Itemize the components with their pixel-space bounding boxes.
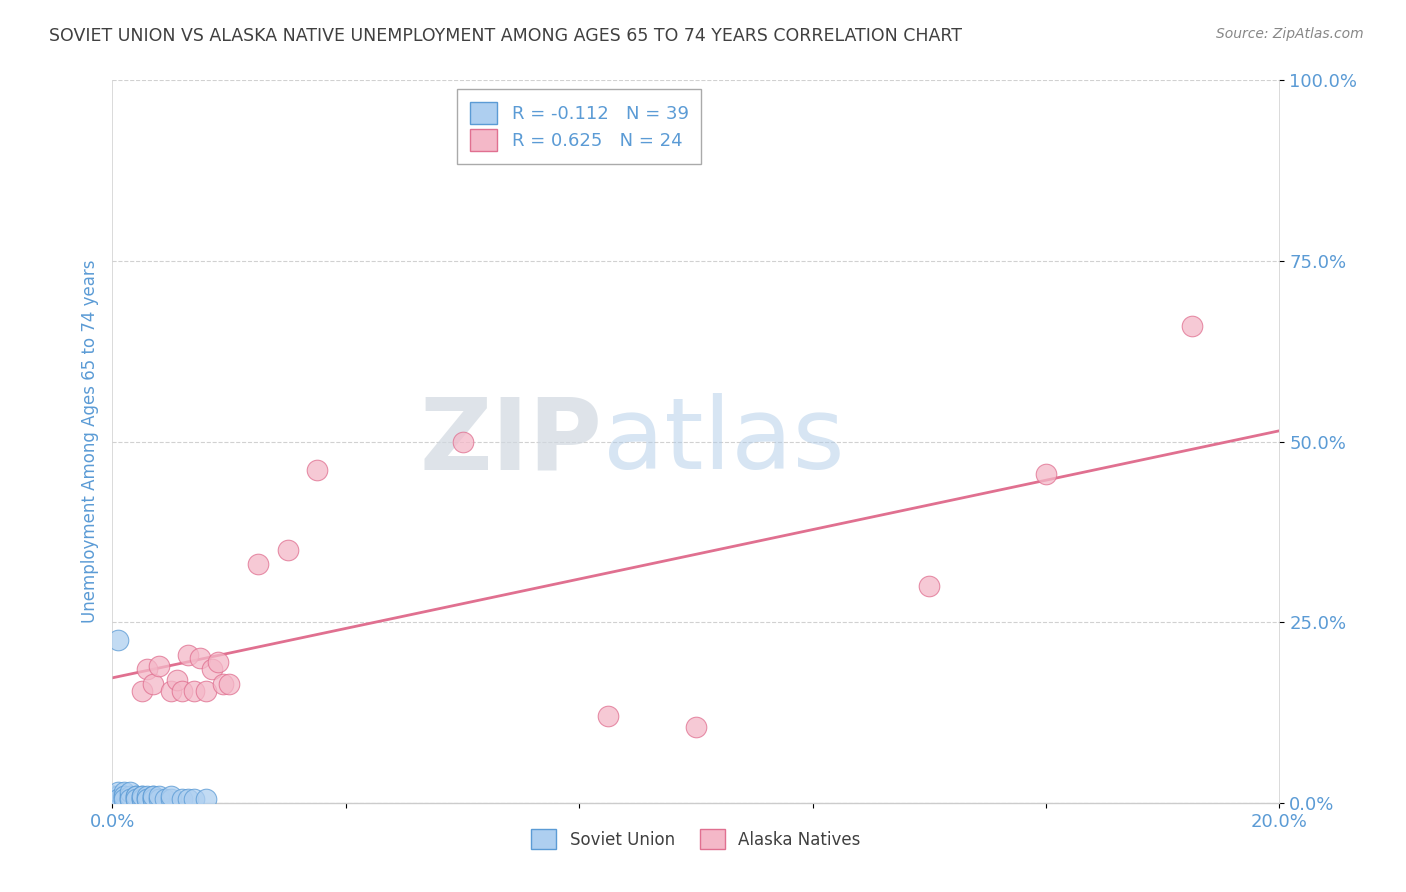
Point	[1181, 318, 1204, 333]
Text: Source: ZipAtlas.com: Source: ZipAtlas.com	[1216, 27, 1364, 41]
Point	[112, 792, 135, 806]
Point	[136, 789, 159, 803]
Point	[1035, 467, 1057, 481]
Text: atlas: atlas	[603, 393, 844, 490]
Point	[118, 785, 141, 799]
Point	[142, 792, 165, 806]
Point	[118, 792, 141, 806]
Point	[112, 792, 135, 806]
Point	[125, 789, 148, 803]
Point	[131, 792, 153, 806]
Point	[153, 792, 176, 806]
Point	[136, 792, 159, 806]
Point	[112, 789, 135, 803]
Point	[136, 792, 159, 806]
Point	[172, 792, 194, 806]
Point	[148, 792, 170, 806]
Point	[172, 683, 194, 698]
Point	[305, 463, 328, 477]
Point	[112, 789, 135, 803]
Point	[107, 633, 129, 648]
Point	[125, 792, 148, 806]
Point	[107, 785, 129, 799]
Point	[201, 662, 224, 676]
Point	[131, 792, 153, 806]
Point	[451, 434, 474, 449]
Point	[107, 796, 129, 810]
Point	[207, 655, 229, 669]
Point	[131, 789, 153, 803]
Point	[183, 792, 205, 806]
Point	[160, 789, 183, 803]
Point	[247, 558, 270, 572]
Point	[142, 789, 165, 803]
Point	[177, 792, 200, 806]
Point	[142, 676, 165, 690]
Point	[136, 662, 159, 676]
Point	[112, 785, 135, 799]
Text: ZIP: ZIP	[420, 393, 603, 490]
Y-axis label: Unemployment Among Ages 65 to 74 years: Unemployment Among Ages 65 to 74 years	[80, 260, 98, 624]
Point	[218, 676, 240, 690]
Point	[183, 683, 205, 698]
Point	[142, 789, 165, 803]
Point	[131, 789, 153, 803]
Point	[177, 648, 200, 662]
Point	[148, 789, 170, 803]
Point	[118, 789, 141, 803]
Point	[188, 651, 211, 665]
Point	[107, 792, 129, 806]
Point	[276, 542, 298, 557]
Point	[160, 683, 183, 698]
Point	[118, 792, 141, 806]
Point	[166, 673, 188, 687]
Point	[194, 792, 217, 806]
Point	[125, 789, 148, 803]
Point	[142, 792, 165, 806]
Point	[131, 683, 153, 698]
Point	[212, 676, 235, 690]
Point	[918, 579, 941, 593]
Point	[107, 789, 129, 803]
Text: SOVIET UNION VS ALASKA NATIVE UNEMPLOYMENT AMONG AGES 65 TO 74 YEARS CORRELATION: SOVIET UNION VS ALASKA NATIVE UNEMPLOYME…	[49, 27, 962, 45]
Point	[685, 720, 707, 734]
Point	[107, 792, 129, 806]
Point	[194, 683, 217, 698]
Point	[125, 792, 148, 806]
Point	[160, 792, 183, 806]
Legend: Soviet Union, Alaska Natives: Soviet Union, Alaska Natives	[524, 822, 868, 856]
Point	[598, 709, 620, 723]
Point	[148, 658, 170, 673]
